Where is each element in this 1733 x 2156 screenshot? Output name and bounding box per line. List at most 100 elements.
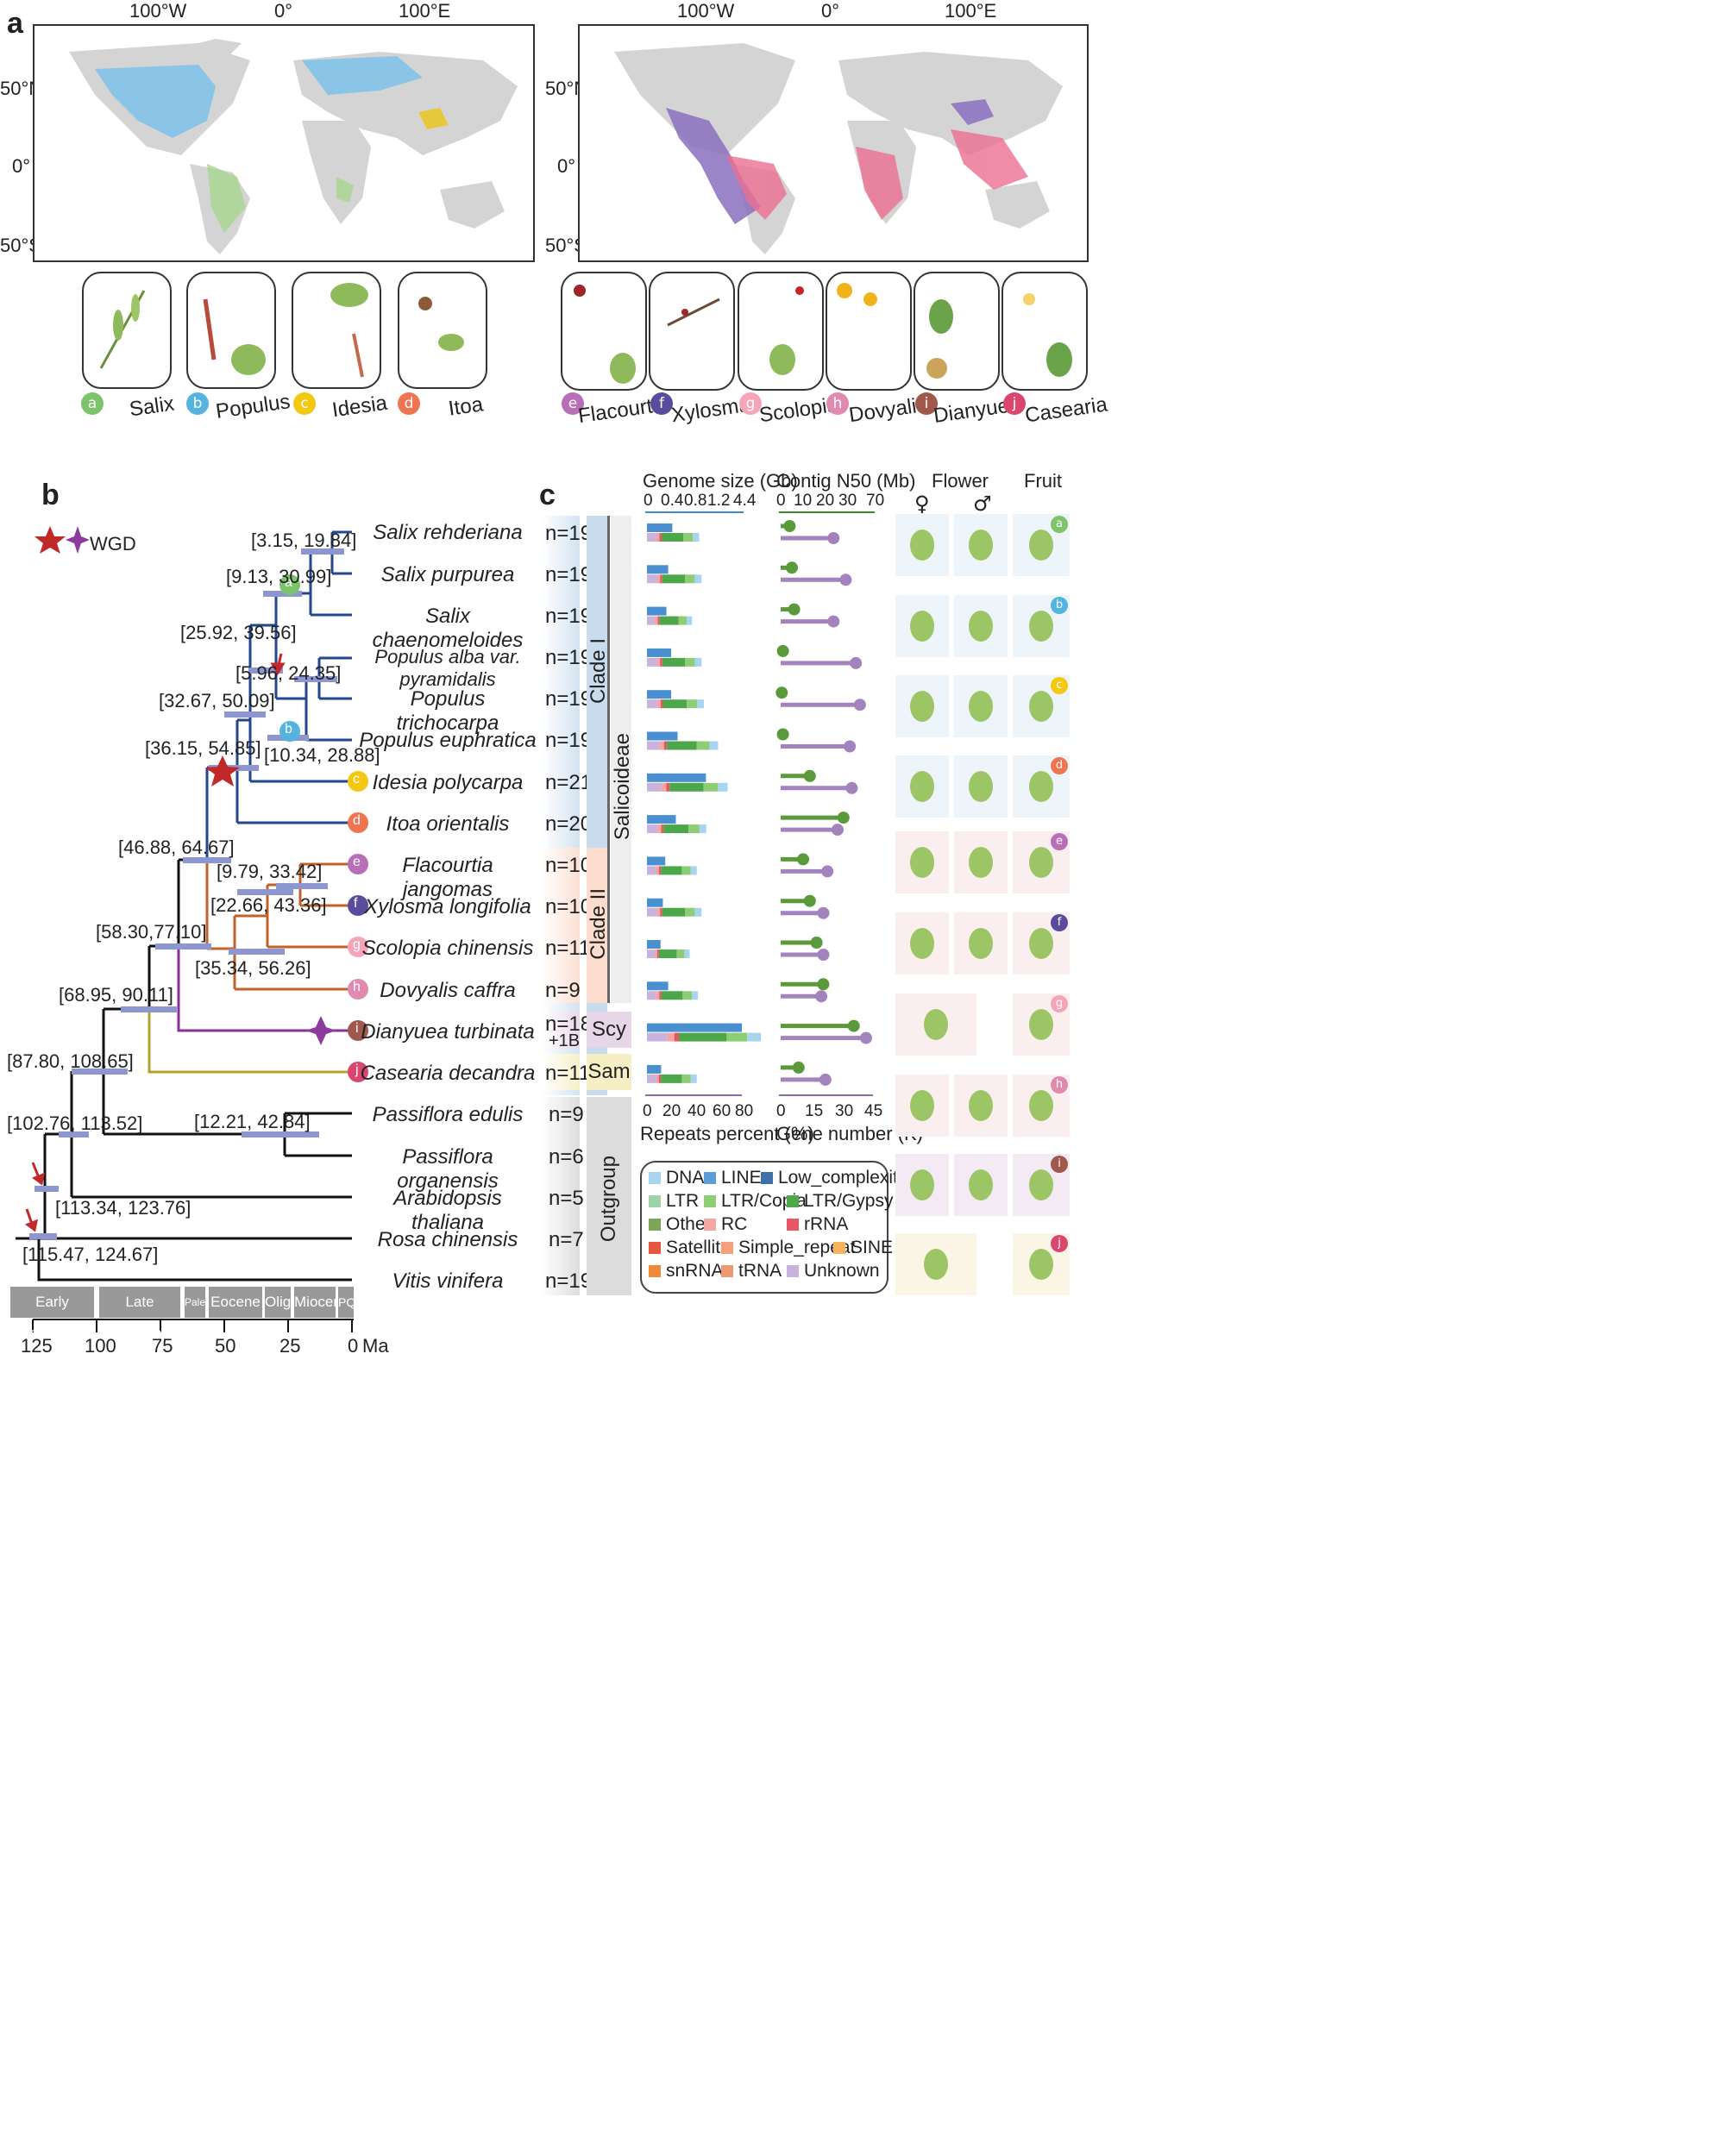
repeats-tick: 0 <box>643 1102 652 1120</box>
flower-title: Flower <box>932 470 989 492</box>
flower-fruit-illustration <box>895 912 949 975</box>
tile-badge: c <box>1051 677 1068 694</box>
salicoideae-bracket <box>607 516 610 1003</box>
species-name: Populus trichocarpa <box>396 687 499 735</box>
repeat-segment <box>656 1074 659 1083</box>
repeat-segment <box>747 1032 761 1042</box>
epoch-bar: Eocene <box>209 1287 262 1318</box>
legend-swatch <box>649 1242 661 1254</box>
repeat-segment <box>659 991 662 1000</box>
idesia-illustration <box>330 283 368 378</box>
legend-swatch <box>649 1172 661 1184</box>
genus-badge: d <box>398 392 420 415</box>
illustration-card-populus <box>186 272 276 389</box>
genes-tick: 45 <box>864 1102 883 1120</box>
repeats-tick: 80 <box>735 1102 754 1120</box>
repeat-segment <box>647 699 657 709</box>
chromosome-number: n=10 <box>545 854 593 877</box>
repeat-segment <box>690 866 697 875</box>
repeat-segment <box>661 866 682 875</box>
genome-size-bar <box>647 565 669 574</box>
repeat-segment <box>647 1032 668 1042</box>
n50-dot <box>797 853 809 866</box>
repeat-segment <box>647 991 656 1000</box>
repeat-legend: DNA LINE Low_complexity LTR LTR/Copia LT… <box>640 1161 907 1294</box>
flower-fruit-illustration <box>954 675 1008 737</box>
repeat-segment <box>659 741 664 750</box>
node-age-label: [22.66, 43.36] <box>210 894 327 916</box>
repeat-segment <box>694 907 702 917</box>
gene-dot <box>859 1031 872 1044</box>
dianyuea-illustration <box>926 299 953 379</box>
species-name: Dovyalis caffra <box>380 979 516 1002</box>
repeat-segment <box>661 824 664 834</box>
legend-label: SINE <box>851 1238 894 1257</box>
chromosome-number: n=9 <box>549 1103 584 1126</box>
genome-size-tick: 0 <box>644 492 653 510</box>
time-unit: Ma <box>362 1335 389 1357</box>
illustration-card-flacourtia <box>561 272 647 391</box>
illustration-card-dovyalis <box>826 272 912 391</box>
panel-a-label: a <box>7 7 23 40</box>
clade-2-box <box>587 848 607 1003</box>
xylosma-illustration <box>667 298 720 327</box>
lon-tick: 100°W <box>677 0 735 22</box>
genes-tick: 15 <box>805 1102 824 1120</box>
legend-swatch <box>704 1195 716 1207</box>
species-name: Salix rehderiana <box>373 521 523 544</box>
species-name: Salix chaenomeloides <box>372 605 524 652</box>
repeat-segment <box>658 1074 662 1083</box>
legend-label: tRNA <box>738 1261 782 1281</box>
left-distribution-map <box>33 24 535 262</box>
repeat-segment <box>667 1032 675 1042</box>
gene-dot <box>827 532 840 544</box>
scolopia-illustration <box>769 286 804 375</box>
repeat-segment <box>656 991 660 1000</box>
time-tick: 100 <box>85 1335 116 1357</box>
panel-b-label: b <box>41 479 60 511</box>
legend-swatch <box>649 1219 661 1231</box>
chromosome-number: n=10 <box>545 895 593 918</box>
repeat-segment <box>647 782 662 792</box>
legend-label: snRNA <box>666 1261 724 1281</box>
genome-size-tick: 0.8 <box>684 492 707 510</box>
node-age-label: [10.34, 28.88] <box>264 744 380 766</box>
lat-tick: 0° <box>557 155 576 177</box>
legend-swatch <box>833 1242 845 1254</box>
n50-dot <box>776 644 789 657</box>
legend-label: Simple_repeat <box>738 1238 856 1257</box>
flower-fruit-illustration <box>895 755 949 818</box>
tip-badge: a <box>285 575 292 590</box>
repeat-segment <box>660 574 662 584</box>
repeat-segment <box>681 866 691 875</box>
chromosome-number: n=19 <box>545 522 593 545</box>
male-symbol: ♂ <box>973 492 992 516</box>
flower-fruit-illustration: j <box>1013 1233 1070 1295</box>
species-name: Populus euphratica <box>359 729 537 752</box>
genome-size-bar <box>647 1023 742 1032</box>
tip-badge: e <box>353 855 361 869</box>
legend-label: Other <box>666 1214 712 1234</box>
legend-item: LINE <box>704 1168 762 1188</box>
genus-badge: g <box>739 392 762 415</box>
node-age-label: [9.13, 30.99] <box>226 566 332 587</box>
chromosome-number: n=11 <box>545 1062 591 1085</box>
tile-badge: i <box>1051 1156 1068 1173</box>
genus-badge: i <box>915 392 938 415</box>
repeat-segment <box>686 616 693 625</box>
wgd-legend-label: WGD <box>90 533 136 555</box>
flower-fruit-illustration <box>895 1233 976 1295</box>
wgd-star-icon <box>205 755 240 787</box>
node-age-label: [58.30,77.10] <box>96 921 207 943</box>
flower-fruit-illustration <box>954 1154 1008 1216</box>
flower-fruit-illustration <box>895 514 949 576</box>
node-age-label: [5.96, 24.35] <box>235 662 342 684</box>
repeat-segment <box>685 907 695 917</box>
lon-tick: 100°E <box>399 0 451 22</box>
species-name: Arabidopsis thaliana <box>393 1187 502 1234</box>
repeat-segment <box>660 907 662 917</box>
gene-dot <box>853 699 866 711</box>
flower-fruit-illustration <box>954 595 1008 657</box>
legend-item: snRNA <box>649 1261 724 1282</box>
flower-fruit-illustration <box>895 595 949 657</box>
